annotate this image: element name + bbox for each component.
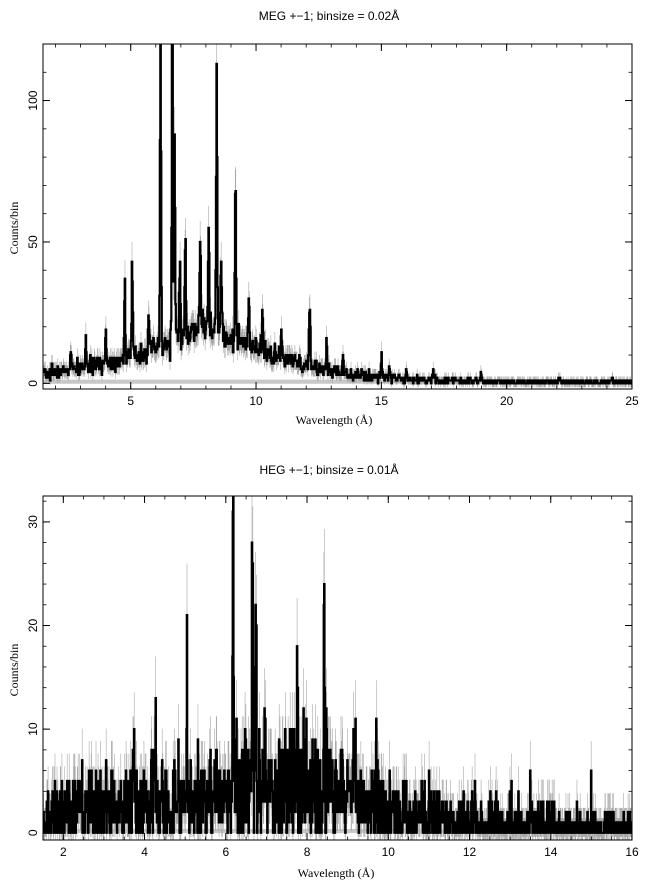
- meg-ytick-label: 50: [26, 235, 40, 249]
- heg-xtick-label: 12: [463, 845, 477, 859]
- meg-ylabel: Counts/bin: [7, 202, 21, 255]
- heg-title: HEG +−1; binsize = 0.01Å: [259, 462, 398, 477]
- meg-ytick-label: 0: [26, 380, 40, 387]
- heg-xtick-label: 4: [141, 845, 148, 859]
- heg-ylabel: Counts/bin: [7, 644, 21, 697]
- heg-zero-band: [43, 829, 632, 834]
- heg-axes: 2 4 6 8 10 12 14 16 0 10 20 30: [26, 496, 639, 859]
- heg-xtick-label: 14: [544, 845, 558, 859]
- meg-panel: MEG +−1; binsize = 0.02Å 5 10 15 20 25 0 50 100…: [7, 8, 639, 427]
- heg-ytick-label: 0: [26, 829, 40, 836]
- meg-axes: 5 10 15 20 25 0 50 100: [26, 43, 639, 408]
- heg-xtick-label: 2: [60, 845, 67, 859]
- heg-xlabel: Wavelength (Å): [298, 866, 375, 880]
- heg-ytick-label: 10: [26, 722, 40, 736]
- meg-xtick-label: 15: [375, 394, 389, 408]
- meg-zero-band: [43, 379, 632, 384]
- heg-xtick-label: 10: [382, 845, 396, 859]
- heg-xtick-label: 6: [222, 845, 229, 859]
- meg-title: MEG +−1; binsize = 0.02Å: [259, 8, 399, 23]
- heg-ytick-label: 20: [26, 619, 40, 633]
- meg-plot-area: [43, 44, 632, 388]
- heg-xtick-label: 8: [304, 845, 311, 859]
- heg-spectrum: [43, 496, 632, 834]
- meg-xlabel: Wavelength (Å): [296, 413, 373, 427]
- meg-xtick-label: 25: [625, 394, 639, 408]
- heg-panel: HEG +−1; binsize = 0.01Å 2 4 6 8 10 12 14 16 0 10…: [7, 462, 639, 880]
- meg-spectrum: [43, 44, 632, 385]
- heg-plot-frame: [42, 495, 633, 841]
- meg-plot-frame: [42, 43, 633, 390]
- meg-ytick-label: 100: [26, 90, 40, 110]
- meg-xtick-label: 20: [500, 394, 514, 408]
- meg-xtick-label: 10: [249, 394, 263, 408]
- meg-xtick-label: 5: [127, 394, 134, 408]
- heg-xtick-label: 16: [625, 845, 639, 859]
- heg-ytick-label: 30: [26, 515, 40, 529]
